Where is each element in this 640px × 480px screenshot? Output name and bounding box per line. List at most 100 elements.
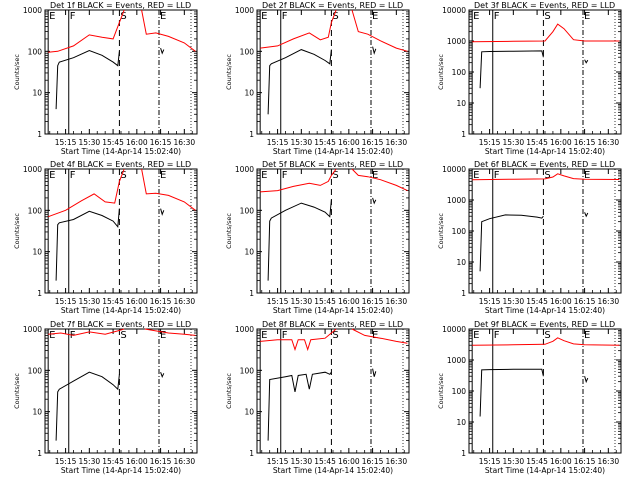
detector-panel: Det 8f BLACK = Events, RED = LLD 1 10 100 10…	[225, 320, 410, 475]
x-tick-label: 16:00	[338, 457, 360, 466]
x-tick-label: 15:30	[503, 457, 525, 466]
interval-marker-label: F	[282, 330, 288, 341]
interval-marker-label: E	[473, 11, 479, 22]
x-tick-label: 16:15	[574, 457, 596, 466]
lld-series-line	[141, 168, 196, 211]
x-tick-label: 16:15	[574, 138, 596, 147]
events-series-line	[372, 368, 377, 377]
x-tick-label: 16:30	[174, 457, 196, 466]
y-tick-label: 1000	[235, 6, 254, 15]
y-tick-label: 10000	[442, 6, 466, 15]
panel-title: Det 1f BLACK = Events, RED = LLD	[50, 1, 191, 10]
x-tick-label: 16:00	[338, 297, 360, 306]
interval-marker-label: E	[473, 330, 479, 341]
x-tick-label: 15:45	[102, 138, 124, 147]
interval-marker-label: S	[120, 11, 126, 22]
interval-marker-label: E	[261, 330, 267, 341]
lld-series-line	[144, 328, 196, 336]
x-tick-label: 16:00	[126, 297, 148, 306]
x-tick-label: 16:30	[174, 297, 196, 306]
x-tick-label: 16:15	[362, 297, 384, 306]
x-tick-label: 16:00	[550, 297, 572, 306]
detector-panel: Det 7f BLACK = Events, RED = LLD 1 10 100 10…	[13, 320, 198, 475]
panel-title: Det 3f BLACK = Events, RED = LLD	[474, 1, 615, 10]
panel-title: Det 7f BLACK = Events, RED = LLD	[50, 320, 191, 329]
interval-marker-label: E	[372, 330, 378, 341]
interval-marker-label: S	[332, 11, 338, 22]
x-axis-label: Start Time (14-Apr-14 15:02:40)	[273, 466, 393, 475]
x-tick-label: 16:15	[150, 138, 172, 147]
x-tick-label: 15:30	[503, 138, 525, 147]
interval-marker-label: E	[372, 11, 378, 22]
y-tick-label: 1000	[235, 165, 254, 174]
events-series-line	[55, 208, 120, 281]
y-tick-label: 100	[240, 206, 255, 215]
interval-marker-label: S	[120, 170, 126, 181]
interval-marker-label: S	[332, 330, 338, 341]
y-tick-label: 100	[452, 387, 467, 396]
events-series-line	[160, 372, 165, 379]
events-series-line	[55, 49, 120, 110]
detector-panel: Det 2f BLACK = Events, RED = LLD 1 10 100 10…	[225, 1, 410, 156]
events-series-line	[160, 47, 165, 55]
interval-marker-label: S	[544, 170, 550, 181]
y-tick-label: 1000	[447, 196, 466, 205]
events-series-line	[267, 49, 332, 115]
interval-marker-label: E	[584, 330, 590, 341]
y-tick-label: 10	[456, 418, 466, 427]
detector-panel: Det 3f BLACK = Events, RED = LLD 1 10 100 10…	[437, 1, 622, 156]
y-axis-label: Counts/sec	[13, 54, 21, 90]
events-series-line	[479, 368, 544, 417]
interval-marker-label: E	[473, 170, 479, 181]
y-tick-label: 1	[249, 130, 254, 139]
interval-marker-label: E	[160, 170, 166, 181]
y-tick-label: 100	[452, 68, 467, 77]
x-tick-label: 15:15	[479, 138, 501, 147]
interval-marker-label: F	[70, 11, 76, 22]
interval-marker-label: E	[49, 330, 55, 341]
y-tick-label: 10000	[442, 165, 466, 174]
y-axis-label: Counts/sec	[13, 373, 21, 409]
panel-title: Det 5f BLACK = Events, RED = LLD	[262, 160, 403, 169]
y-tick-label: 1000	[235, 325, 254, 334]
x-tick-label: 16:30	[598, 297, 620, 306]
y-tick-label: 10	[244, 89, 254, 98]
x-axis-label: Start Time (14-Apr-14 15:02:40)	[273, 147, 393, 156]
x-tick-label: 16:00	[550, 457, 572, 466]
x-tick-label: 16:30	[598, 457, 620, 466]
interval-marker-label: S	[544, 330, 550, 341]
x-tick-label: 16:00	[338, 138, 360, 147]
x-tick-label: 15:15	[55, 457, 77, 466]
interval-marker-label: F	[282, 11, 288, 22]
y-tick-label: 100	[240, 366, 255, 375]
events-series-line	[160, 208, 165, 216]
x-tick-label: 16:15	[362, 138, 384, 147]
y-tick-label: 1	[249, 289, 254, 298]
lld-series-line	[48, 328, 125, 336]
interval-marker-label: E	[49, 170, 55, 181]
lld-series-line	[141, 9, 196, 52]
y-tick-label: 1000	[23, 6, 42, 15]
interval-marker-label: E	[49, 11, 55, 22]
y-tick-label: 1	[37, 449, 42, 458]
interval-marker-label: E	[160, 330, 166, 341]
x-axis-label: Start Time (14-Apr-14 15:02:40)	[61, 466, 181, 475]
detector-panel: Det 4f BLACK = Events, RED = LLD 1 10 100 10…	[13, 160, 198, 315]
x-tick-label: 16:15	[150, 457, 172, 466]
x-tick-label: 16:15	[150, 297, 172, 306]
x-axis-label: Start Time (14-Apr-14 15:02:40)	[61, 147, 181, 156]
events-series-line	[55, 371, 120, 441]
x-tick-label: 16:30	[386, 457, 408, 466]
x-tick-label: 16:00	[126, 457, 148, 466]
x-axis-label: Start Time (14-Apr-14 15:02:40)	[485, 306, 605, 315]
x-tick-label: 16:30	[386, 297, 408, 306]
x-tick-label: 15:30	[291, 138, 313, 147]
x-tick-label: 15:45	[314, 138, 336, 147]
interval-marker-label: F	[494, 330, 500, 341]
interval-marker-label: F	[70, 170, 76, 181]
x-tick-label: 15:30	[291, 297, 313, 306]
lld-series-line	[472, 23, 620, 43]
x-tick-label: 15:45	[102, 457, 124, 466]
x-axis-label: Start Time (14-Apr-14 15:02:40)	[61, 306, 181, 315]
